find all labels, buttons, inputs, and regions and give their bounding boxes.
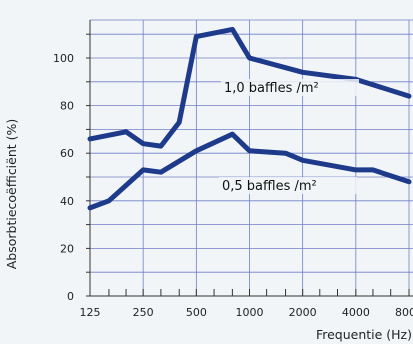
series-line-2 bbox=[87, 131, 412, 211]
y-tick-label: 0 bbox=[67, 290, 74, 303]
x-tick-label: 500 bbox=[186, 306, 207, 319]
x-tick-label: 1000 bbox=[236, 306, 264, 319]
x-tick-label: 2000 bbox=[289, 306, 317, 319]
y-tick-label: 20 bbox=[60, 242, 74, 255]
series-label-bg bbox=[221, 79, 359, 96]
y-tick-label: 100 bbox=[53, 52, 74, 65]
x-tick-label: 8000 bbox=[395, 306, 413, 319]
y-axis-title: Absorbtiecoëfficiënt (%) bbox=[4, 119, 19, 270]
y-tick-label: 60 bbox=[60, 147, 74, 160]
axes bbox=[86, 20, 413, 297]
tick-labels: 0 20 40 60 80 100 125 250 500 1000 2000 4000 8000 bbox=[53, 52, 413, 319]
x-tick-label: 4000 bbox=[342, 306, 370, 319]
series-label: 0,5 baffles /m² bbox=[222, 179, 317, 194]
x-axis-title: Frequentie (Hz) bbox=[316, 327, 412, 342]
series: 1,0 baffles /m² 0,5 baffles /m² bbox=[87, 26, 412, 211]
series-label: 1,0 baffles /m² bbox=[224, 81, 319, 96]
series-label-bg bbox=[219, 177, 357, 194]
y-tick-label: 80 bbox=[60, 100, 74, 113]
y-tick-label: 40 bbox=[60, 195, 74, 208]
x-tick-label: 125 bbox=[80, 306, 101, 319]
x-tick-label: 250 bbox=[133, 306, 154, 319]
